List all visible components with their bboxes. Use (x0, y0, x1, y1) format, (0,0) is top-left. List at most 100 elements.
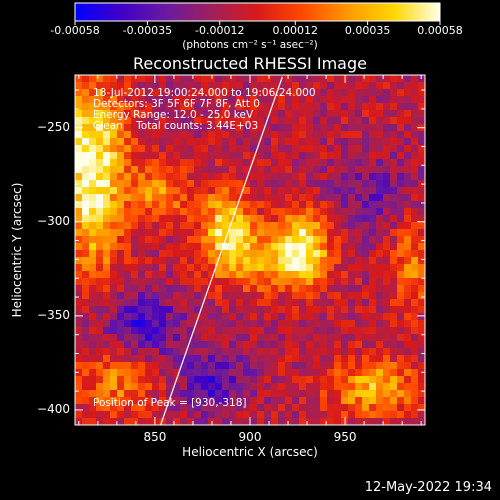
heatmap-cell (271, 348, 279, 356)
heatmap-cell (215, 194, 223, 202)
heatmap-cell (173, 187, 181, 195)
heatmap-cell (166, 257, 174, 265)
heatmap-cell (355, 215, 363, 223)
heatmap-cell (131, 411, 139, 419)
heatmap-cell (327, 173, 335, 181)
heatmap-cell (271, 201, 279, 209)
heatmap-cell (404, 89, 412, 97)
heatmap-cell (362, 341, 370, 349)
heatmap-cell (383, 383, 391, 391)
heatmap-cell (404, 117, 412, 125)
heatmap-cell (82, 201, 90, 209)
heatmap-cell (89, 397, 97, 405)
heatmap-cell (89, 152, 97, 160)
x-tick-label: 950 (333, 430, 357, 444)
heatmap-cell (75, 215, 83, 223)
heatmap-cell (271, 383, 279, 391)
heatmap-cell (187, 82, 195, 90)
x-tick-label: 850 (143, 430, 167, 444)
heatmap-cell (180, 110, 188, 118)
heatmap-cell (110, 103, 118, 111)
heatmap-cell (201, 138, 209, 146)
heatmap-cell (299, 138, 307, 146)
heatmap-cell (75, 271, 83, 279)
heatmap-cell (159, 278, 167, 286)
heatmap-cell (341, 390, 349, 398)
heatmap-cell (376, 201, 384, 209)
heatmap-cell (138, 75, 146, 83)
heatmap-cell (397, 285, 405, 293)
colorbar (74, 2, 441, 25)
heatmap-cell (103, 152, 111, 160)
heatmap-cell (110, 362, 118, 370)
heatmap-cell (313, 320, 321, 328)
heatmap-cell (82, 117, 90, 125)
heatmap-cell (96, 243, 104, 251)
heatmap-cell (201, 201, 209, 209)
heatmap-cell (278, 103, 286, 111)
heatmap-cell (194, 201, 202, 209)
heatmap-cell (327, 320, 335, 328)
heatmap-cell (383, 404, 391, 412)
heatmap-cell (82, 411, 90, 419)
heatmap-cell (138, 145, 146, 153)
heatmap-cell (383, 397, 391, 405)
heatmap-cell (390, 334, 398, 342)
heatmap-cell (173, 334, 181, 342)
heatmap-cell (159, 222, 167, 230)
heatmap-cell (334, 348, 342, 356)
heatmap-cell (96, 404, 104, 412)
heatmap-cell (292, 355, 300, 363)
heatmap-cell (369, 243, 377, 251)
heatmap-cell (250, 117, 258, 125)
heatmap-cell (306, 208, 314, 216)
heatmap-cell (334, 383, 342, 391)
heatmap-cell (320, 327, 328, 335)
heatmap-cell (320, 362, 328, 370)
heatmap-cell (327, 418, 335, 426)
heatmap-cell (411, 82, 419, 90)
heatmap-cell (166, 96, 174, 104)
heatmap-cell (320, 278, 328, 286)
heatmap-cell (89, 208, 97, 216)
heatmap-cell (264, 180, 272, 188)
heatmap-cell (124, 124, 132, 132)
heatmap-cell (257, 376, 265, 384)
heatmap-cell (383, 194, 391, 202)
heatmap-cell (285, 117, 293, 125)
heatmap-cell (180, 82, 188, 90)
heatmap-cell (166, 236, 174, 244)
heatmap-cell (362, 187, 370, 195)
heatmap-cell (180, 180, 188, 188)
heatmap-cell (411, 362, 419, 370)
heatmap-cell (313, 208, 321, 216)
heatmap-cell (341, 222, 349, 230)
heatmap-cell (117, 124, 125, 132)
heatmap-cell (110, 166, 118, 174)
heatmap-cell (117, 159, 125, 167)
heatmap-cell (208, 250, 216, 258)
heatmap-cell (131, 173, 139, 181)
heatmap-cell (208, 110, 216, 118)
heatmap-cell (222, 306, 230, 314)
heatmap-cell (96, 236, 104, 244)
heatmap-cell (362, 243, 370, 251)
heatmap-cell (138, 376, 146, 384)
heatmap-cell (89, 124, 97, 132)
heatmap-cell (110, 117, 118, 125)
heatmap-cell (243, 390, 251, 398)
heatmap-cell (89, 82, 97, 90)
heatmap-cell (159, 320, 167, 328)
heatmap-cell (201, 110, 209, 118)
heatmap-cell (166, 404, 174, 412)
heatmap-cell (299, 411, 307, 419)
heatmap-cell (145, 334, 153, 342)
heatmap-cell (145, 376, 153, 384)
heatmap-cell (292, 341, 300, 349)
heatmap-cell (418, 103, 426, 111)
heatmap-cell (299, 418, 307, 426)
heatmap-cell (320, 306, 328, 314)
heatmap-cell (411, 194, 419, 202)
heatmap-cell (222, 369, 230, 377)
heatmap-cell (285, 82, 293, 90)
